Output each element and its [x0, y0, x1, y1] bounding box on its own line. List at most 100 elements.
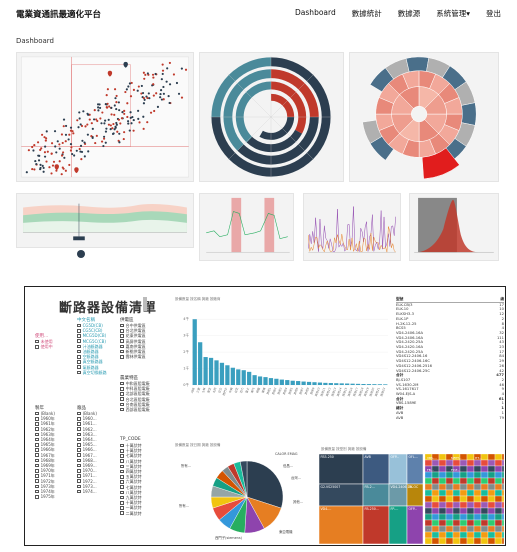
treemap-cell[interactable]	[480, 501, 489, 509]
treemap-cell[interactable]	[480, 507, 489, 515]
tpcode-option[interactable]: 五萬伏特	[120, 474, 142, 479]
bar[interactable]	[230, 367, 235, 385]
checkbox[interactable]	[35, 339, 39, 344]
zone-option[interactable]: 台北區阻電廠	[120, 397, 150, 402]
checkbox[interactable]	[120, 323, 124, 328]
table-row[interactable]: VD4-2420-25A 43	[396, 340, 504, 345]
treemap-cell[interactable]	[424, 459, 433, 467]
checkbox[interactable]	[77, 479, 81, 484]
density-panel[interactable]	[409, 193, 499, 261]
bar[interactable]	[247, 371, 252, 385]
treemap-cell[interactable]	[473, 537, 482, 544]
name-option[interactable]: CG5D(CB)	[77, 323, 107, 328]
bar[interactable]	[301, 381, 306, 385]
vendor-bar-chart[interactable]: 0千 1千 2千 3千 4千 ABB 三菱 士林 東芝 大同 日立西門子 中興 台芝 亞力 富士 東元 明電華…	[170, 305, 392, 415]
treemap-cell[interactable]	[438, 471, 447, 479]
year-option[interactable]: (Blank)	[35, 411, 55, 416]
zone-option[interactable]: 中和區阻電廠	[120, 381, 150, 386]
treemap-cell[interactable]	[501, 537, 504, 544]
model-option[interactable]: 1971...	[77, 473, 97, 478]
table-row[interactable]: 合計 61	[396, 397, 504, 402]
zone-option[interactable]: 西部區阻電廠	[120, 407, 150, 412]
bar[interactable]	[203, 357, 208, 385]
checkbox[interactable]	[77, 323, 81, 328]
model-option[interactable]: 1964...	[77, 437, 97, 442]
checkbox[interactable]	[77, 432, 81, 437]
treemap-cell[interactable]	[459, 501, 468, 509]
treemap-cell[interactable]	[424, 513, 433, 521]
checkbox[interactable]	[120, 480, 124, 484]
treemap-cell[interactable]	[424, 477, 433, 485]
table-row[interactable]: VS-1630-2M 46	[396, 383, 504, 388]
usage-option[interactable]: 未使用	[35, 339, 53, 344]
bar[interactable]	[268, 378, 274, 385]
nav-source[interactable]: 數據源	[397, 9, 421, 18]
treemap-cell[interactable]	[452, 471, 461, 479]
treemap-cell[interactable]	[487, 471, 496, 479]
bar[interactable]	[214, 360, 219, 385]
rings-panel[interactable]	[199, 52, 344, 182]
checkbox[interactable]	[35, 469, 39, 473]
treemap-cell[interactable]	[445, 489, 454, 497]
treemap-cell[interactable]	[494, 501, 503, 509]
bar[interactable]	[366, 384, 372, 385]
table-row[interactable]: VD4-2420-25A 17	[396, 350, 504, 355]
treemap-cell[interactable]	[362, 454, 390, 485]
bar[interactable]	[323, 382, 328, 385]
bar[interactable]	[225, 365, 230, 385]
checkbox[interactable]	[120, 475, 124, 479]
treemap-cell[interactable]	[459, 513, 468, 521]
treemap-cell[interactable]	[466, 507, 475, 515]
year-option[interactable]: 1968年	[35, 458, 55, 463]
year-option[interactable]: 1974年	[35, 489, 55, 494]
treemap-cell[interactable]	[438, 525, 447, 533]
treemap-cell[interactable]	[473, 513, 482, 521]
treemap-cell[interactable]	[438, 513, 447, 521]
checkbox[interactable]	[77, 463, 81, 468]
treemap-cell[interactable]	[319, 505, 364, 544]
treemap-cell[interactable]	[424, 501, 433, 509]
checkbox[interactable]	[120, 407, 124, 412]
checkbox[interactable]	[35, 495, 39, 499]
year-option[interactable]: 1963年	[35, 432, 55, 437]
year-option[interactable]: 1973年	[35, 484, 55, 489]
zone-option[interactable]: 中科區阻電廠	[120, 386, 150, 391]
year-option[interactable]: 1964年	[35, 437, 55, 442]
treemap-cell[interactable]	[466, 531, 475, 539]
table-row[interactable]: VD4S12.2406-25C 42	[396, 369, 504, 374]
table-row[interactable]: H-2K-12-25 8	[396, 322, 504, 327]
treemap-cell[interactable]	[459, 537, 468, 544]
treemap-cell[interactable]	[424, 519, 433, 527]
treemap-cell[interactable]	[501, 525, 504, 533]
treemap-cell[interactable]	[452, 531, 461, 539]
treemap-cell[interactable]	[445, 507, 454, 515]
treemap-cell[interactable]	[466, 477, 475, 485]
checkbox[interactable]	[77, 484, 81, 489]
region-option[interactable]: 雲林供電區	[120, 354, 146, 359]
model-option[interactable]: 1972...	[77, 479, 97, 484]
bar[interactable]	[236, 369, 241, 385]
treemap-cell[interactable]	[431, 483, 440, 491]
bar[interactable]	[334, 383, 339, 385]
line-band-panel[interactable]	[199, 193, 294, 261]
area-panel[interactable]	[16, 193, 194, 258]
checkbox[interactable]	[120, 506, 124, 510]
model-count-table[interactable]: 型號 總 ELK-CB/3 17 ELK-10 10 ELKSH3-3 12 ELK-1P 2…	[396, 297, 504, 457]
name-option[interactable]: CG5C(CB)	[77, 328, 107, 333]
model-option[interactable]: 1967...	[77, 453, 97, 458]
model-option[interactable]: 1973...	[77, 484, 97, 489]
year-option[interactable]: 1969年	[35, 463, 55, 468]
table-row[interactable]: ELK-1P 2	[396, 317, 504, 322]
treemap-cell[interactable]	[480, 531, 489, 539]
name-option[interactable]: 氣斷路器	[77, 365, 107, 370]
treemap-cell[interactable]	[501, 495, 504, 503]
year-option[interactable]: 1962年	[35, 427, 55, 432]
treemap-cell[interactable]	[424, 525, 433, 533]
region-option[interactable]: 嘉南供電區	[120, 344, 146, 349]
checkbox[interactable]	[120, 454, 124, 458]
nav-logout[interactable]: 登出	[486, 9, 501, 18]
treemap-cell[interactable]	[431, 513, 440, 521]
treemap-cell[interactable]	[494, 465, 503, 473]
treemap-cell[interactable]	[494, 454, 503, 461]
treemap-cell[interactable]	[473, 507, 482, 515]
